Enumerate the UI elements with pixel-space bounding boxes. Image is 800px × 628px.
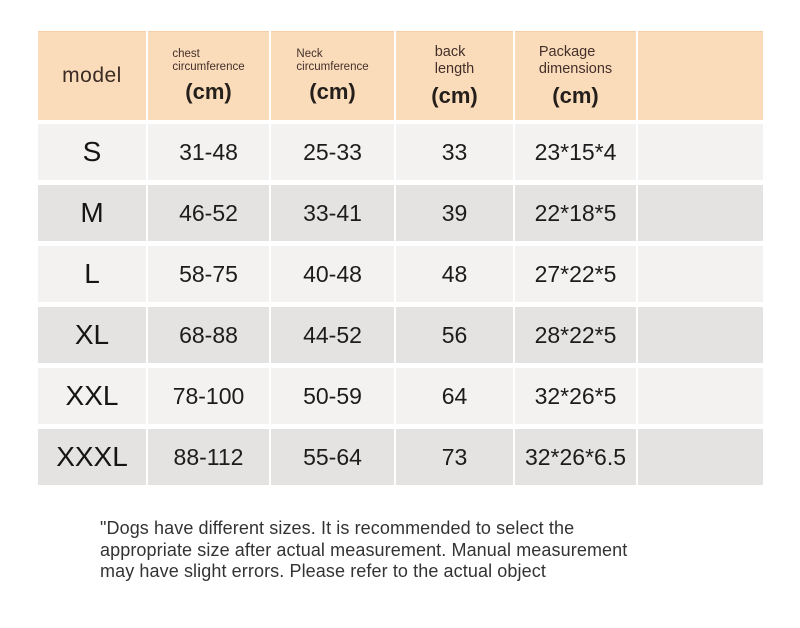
cell-package: 28*22*5 (515, 307, 636, 363)
header-neck-unit: (cm) (309, 78, 356, 104)
cell-model: XXXL (38, 429, 146, 485)
cell-back-length: 64 (396, 368, 513, 424)
size-row-xl: XL 68-88 44-52 56 28*22*5 (38, 307, 763, 363)
cell-back-length: 56 (396, 307, 513, 363)
cell-back-length: 33 (396, 124, 513, 180)
cell-neck: 44-52 (271, 307, 394, 363)
size-chart-table: model chest circumference (cm) Neck circ… (38, 31, 763, 490)
size-row-xxxl: XXXL 88-112 55-64 73 32*26*6.5 (38, 429, 763, 485)
header-model-label: model (62, 64, 122, 87)
table-header-row: model chest circumference (cm) Neck circ… (38, 31, 763, 120)
cell-empty (638, 246, 763, 302)
header-package-unit: (cm) (552, 82, 599, 108)
cell-chest: 58-75 (148, 246, 269, 302)
header-cell-neck: Neck circumference (cm) (271, 31, 394, 120)
header-back-length-label: back length (434, 44, 475, 78)
cell-package: 23*15*4 (515, 124, 636, 180)
cell-chest: 46-52 (148, 185, 269, 241)
cell-model: M (38, 185, 146, 241)
header-package-label: Package dimensions (538, 44, 613, 78)
cell-empty (638, 429, 763, 485)
size-row-s: S 31-48 25-33 33 23*15*4 (38, 124, 763, 180)
cell-back-length: 73 (396, 429, 513, 485)
note-line-3: may have slight errors. Please refer to … (100, 561, 546, 581)
cell-chest: 31-48 (148, 124, 269, 180)
size-row-xxl: XXL 78-100 50-59 64 32*26*5 (38, 368, 763, 424)
header-cell-back-length: back length (cm) (396, 31, 513, 120)
note-line-1: "Dogs have different sizes. It is recomm… (100, 518, 575, 538)
header-neck-label: Neck circumference (296, 47, 369, 74)
header-chest-label: chest circumference (172, 47, 245, 74)
cell-chest: 68-88 (148, 307, 269, 363)
note-line-2: appropriate size after actual measuremen… (100, 539, 628, 560)
cell-model: L (38, 246, 146, 302)
cell-empty (638, 185, 763, 241)
cell-back-length: 48 (396, 246, 513, 302)
cell-chest: 78-100 (148, 368, 269, 424)
cell-package: 32*26*5 (515, 368, 636, 424)
header-cell-package: Package dimensions (cm) (515, 31, 636, 120)
header-back-length-unit: (cm) (431, 82, 478, 108)
cell-neck: 25-33 (271, 124, 394, 180)
measurement-disclaimer-note: "Dogs have different sizes. It is recomm… (100, 518, 627, 583)
size-row-m: M 46-52 33-41 39 22*18*5 (38, 185, 763, 241)
cell-empty (638, 307, 763, 363)
size-row-l: L 58-75 40-48 48 27*22*5 (38, 246, 763, 302)
cell-model: XL (38, 307, 146, 363)
cell-package: 27*22*5 (515, 246, 636, 302)
header-cell-chest: chest circumference (cm) (148, 31, 269, 120)
header-cell-empty (638, 31, 763, 120)
cell-model: XXL (38, 368, 146, 424)
cell-empty (638, 368, 763, 424)
cell-model: S (38, 124, 146, 180)
cell-chest: 88-112 (148, 429, 269, 485)
cell-back-length: 39 (396, 185, 513, 241)
cell-neck: 55-64 (271, 429, 394, 485)
cell-package: 32*26*6.5 (515, 429, 636, 485)
cell-neck: 50-59 (271, 368, 394, 424)
header-chest-unit: (cm) (185, 78, 232, 104)
cell-neck: 33-41 (271, 185, 394, 241)
cell-neck: 40-48 (271, 246, 394, 302)
header-cell-model: model (38, 31, 146, 120)
cell-package: 22*18*5 (515, 185, 636, 241)
cell-empty (638, 124, 763, 180)
